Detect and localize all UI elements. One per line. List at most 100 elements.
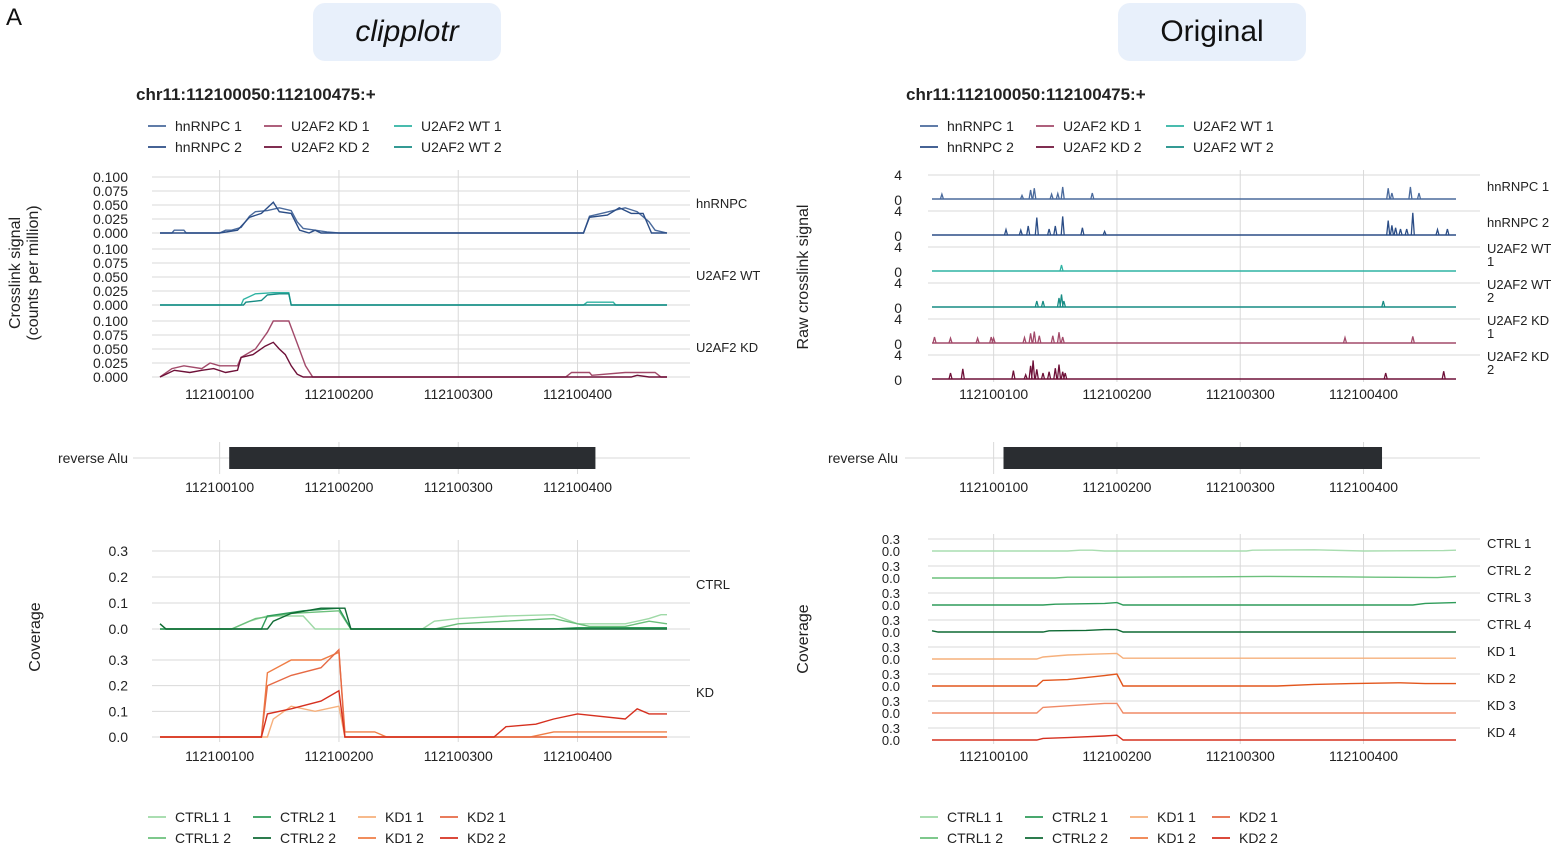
y-tick-label: 0.000 bbox=[93, 225, 128, 241]
track-label-num: 2 bbox=[1487, 290, 1494, 305]
x-tick-label: 112100400 bbox=[543, 386, 612, 402]
coverage-line bbox=[932, 575, 1457, 579]
track-label: CTRL 4 bbox=[1487, 617, 1531, 632]
peak bbox=[1090, 192, 1095, 200]
coverage-track-ctrl-2: 0.30.0 CTRL 2 bbox=[882, 559, 1531, 586]
peak bbox=[1410, 336, 1415, 344]
y-tick-label: 0.1 bbox=[109, 703, 129, 719]
peak bbox=[1080, 227, 1085, 236]
y-tick-label: 0.3 bbox=[882, 586, 900, 601]
coverage-track-ctrl-1: 0.30.0 CTRL 1 bbox=[882, 532, 1531, 559]
y-tick-label: 0.000 bbox=[93, 369, 128, 385]
peak bbox=[991, 336, 996, 344]
legend-label-kd2-1: KD2 1 bbox=[1239, 809, 1278, 825]
y-tick-label: 0.0 bbox=[882, 625, 900, 640]
legend-label-ctrl2-2: CTRL2 2 bbox=[280, 830, 336, 846]
peak bbox=[1019, 193, 1025, 200]
y-tick-label: 0 bbox=[894, 228, 902, 244]
peak bbox=[1050, 335, 1055, 344]
legend-label-ctrl1-2: CTRL1 2 bbox=[947, 830, 1003, 846]
y-tick-label: 0.1 bbox=[109, 595, 129, 611]
peak bbox=[1435, 227, 1440, 236]
panel-label: A bbox=[6, 4, 23, 31]
peak bbox=[939, 192, 945, 200]
peak bbox=[1032, 331, 1037, 344]
coverage-track-ctrl-4: 0.30.0 CTRL 4 bbox=[882, 613, 1531, 640]
coverage-line bbox=[932, 652, 1456, 660]
x-tick-label: 112100200 bbox=[1082, 748, 1151, 764]
series-hnrnpc-2 bbox=[160, 201, 667, 234]
legend-label-u2af2-kd-1: U2AF2 KD 1 bbox=[291, 118, 370, 134]
facet-label-u2af2-kd: U2AF2 KD bbox=[696, 340, 758, 355]
peak bbox=[932, 336, 937, 344]
y-tick-label: 0.100 bbox=[93, 241, 128, 257]
coverage-track-kd-4: 0.30.0 KD 4 bbox=[882, 721, 1516, 748]
series-u2af2-wt-1 bbox=[160, 292, 667, 306]
header-original: Original bbox=[1118, 3, 1306, 61]
y-tick-label: 0.3 bbox=[882, 640, 900, 655]
peak bbox=[948, 372, 953, 380]
y-tick-label: 0.0 bbox=[882, 652, 900, 667]
annotation-label: reverse Alu bbox=[58, 450, 128, 466]
legend-label-u2af2-kd-2: U2AF2 KD 2 bbox=[291, 139, 370, 155]
legend-label-ctrl1-1: CTRL1 1 bbox=[947, 809, 1003, 825]
legend-label-ctrl2-1: CTRL2 1 bbox=[280, 809, 336, 825]
y-tick-label: 0.3 bbox=[882, 559, 900, 574]
y-tick-label: 0.3 bbox=[882, 532, 900, 547]
track-hnrnpc-1: 4 0 hnRNPC 1 bbox=[894, 167, 1549, 208]
y-tick-label: 0.0 bbox=[109, 729, 129, 745]
track-label: KD 1 bbox=[1487, 644, 1516, 659]
track-label: U2AF2 WT bbox=[1487, 277, 1551, 292]
x-tick-label: 112100100 bbox=[185, 386, 254, 402]
legend-label-hnrnpc-2: hnRNPC 2 bbox=[175, 139, 242, 155]
peak bbox=[1386, 188, 1391, 200]
y-tick-label: 0.050 bbox=[93, 341, 128, 357]
y-tick-label: 4 bbox=[894, 239, 902, 255]
coverage-track-kd-1: 0.30.0 KD 1 bbox=[882, 640, 1516, 667]
y-tick-label: 0.0 bbox=[882, 571, 900, 586]
series-hnrnpc-1 bbox=[160, 207, 668, 234]
track-label: KD 2 bbox=[1487, 671, 1516, 686]
peak bbox=[1034, 300, 1039, 308]
x-tick-label: 112100200 bbox=[304, 479, 373, 495]
x-tick-label: 112100300 bbox=[1206, 479, 1275, 495]
peak bbox=[1404, 228, 1409, 236]
peak bbox=[1040, 300, 1046, 308]
peak bbox=[1342, 335, 1348, 344]
y-tick-label: 4 bbox=[894, 347, 902, 363]
y-tick-label: 0.0 bbox=[882, 706, 900, 721]
y-tick-label: 0.3 bbox=[882, 667, 900, 682]
peak bbox=[1034, 369, 1039, 380]
y-tick-label: 0.025 bbox=[93, 283, 128, 299]
y-tick-label: 0.3 bbox=[109, 652, 129, 668]
coverage-line bbox=[931, 628, 1456, 633]
track-u2af2-wt-1: 4 0 U2AF2 WT1 bbox=[894, 239, 1551, 280]
coverage-y-label: Coverage bbox=[27, 602, 44, 671]
x-tick-label: 112100400 bbox=[543, 748, 612, 764]
facet-label-kd: KD bbox=[696, 685, 714, 700]
facet-label-hnrnpc: hnRNPC bbox=[696, 196, 747, 211]
y-tick-label: 4 bbox=[894, 167, 902, 183]
peak bbox=[1040, 372, 1046, 380]
coverage-track-kd-2: 0.30.0 KD 2 bbox=[882, 667, 1516, 694]
track-u2af2-wt-2: 4 0 U2AF2 WT2 bbox=[894, 275, 1551, 316]
peak bbox=[1063, 372, 1068, 380]
x-tick-label: 112100300 bbox=[424, 386, 493, 402]
y-tick-label: 0.075 bbox=[93, 327, 128, 343]
y-tick-label: 0 bbox=[894, 192, 902, 208]
peak bbox=[1046, 228, 1052, 236]
peak bbox=[960, 368, 965, 380]
x-tick-label: 112100300 bbox=[1206, 386, 1275, 402]
x-tick-label: 112100100 bbox=[959, 748, 1028, 764]
series-ctrl1-2 bbox=[160, 610, 668, 630]
coverage: 0.3 0.2 0.1 0.0 CTRL 0.3 0.2 0.1 0.0 KD Coverage 11… bbox=[27, 540, 730, 764]
track-label: U2AF2 WT bbox=[1487, 241, 1551, 256]
x-tick-label: 112100400 bbox=[1329, 479, 1398, 495]
peak bbox=[1026, 225, 1031, 236]
legend-label-u2af2-wt-2: U2AF2 WT 2 bbox=[1193, 139, 1274, 155]
track-label: U2AF2 KD bbox=[1487, 349, 1549, 364]
coverage-line bbox=[932, 549, 1457, 552]
peak bbox=[1386, 220, 1391, 236]
